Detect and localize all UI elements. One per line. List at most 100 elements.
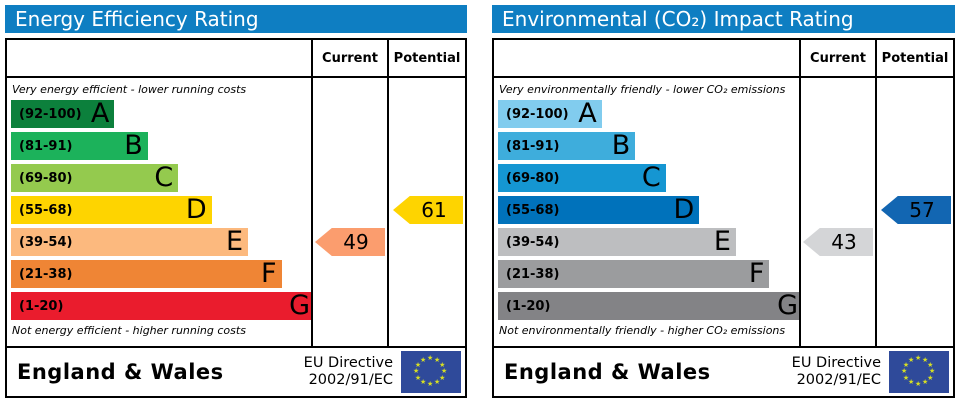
eu-flag-star: ★ (414, 373, 422, 382)
band-range-label: (21-38) (19, 266, 73, 282)
band-range-label: (39-54) (19, 234, 73, 250)
rating-table: Current Potential Very environmentally f… (492, 38, 955, 398)
eu-flag-star: ★ (908, 355, 915, 364)
eu-flag-star: ★ (427, 380, 434, 388)
rating-band-f: (21-38) F (11, 260, 282, 288)
band-chart-area: Very environmentally friendly - lower CO… (494, 78, 799, 346)
band-letter-label: A (578, 98, 597, 129)
eu-flag-star: ★ (439, 373, 446, 382)
current-value-column: 43 (799, 78, 875, 346)
band-letter-label: G (289, 290, 310, 321)
band-range-label: (81-91) (506, 138, 560, 154)
band-letter-label: C (154, 162, 174, 193)
potential-value-column: 61 (387, 78, 465, 346)
eu-directive-line2: 2002/91/EC (308, 372, 393, 388)
band-range-label: (55-68) (19, 202, 73, 218)
potential-rating-arrow: 57 (881, 196, 951, 224)
footer-row: England & Wales EU Directive 2002/91/EC … (494, 346, 953, 396)
eu-flag-star: ★ (414, 360, 422, 369)
band-letter-label: E (226, 226, 244, 257)
band-letter-label: E (713, 226, 731, 257)
current-rating-arrow: 49 (315, 228, 385, 256)
rating-band-g: (1-20) G (498, 292, 799, 320)
eu-flag-star: ★ (420, 378, 427, 387)
band-range-label: (1-20) (19, 298, 64, 314)
rating-band-b: (81-91) B (11, 132, 148, 160)
current-rating-arrow: 43 (803, 228, 873, 256)
eu-flag-star: ★ (434, 378, 441, 387)
band-range-label: (1-20) (506, 298, 551, 314)
energy-efficiency-panel: Energy Efficiency Rating Current Potenti… (5, 5, 467, 398)
current-value-column: 49 (311, 78, 387, 346)
eu-flag-star: ★ (927, 373, 934, 382)
panel-title: Environmental (CO₂) Impact Rating (492, 5, 955, 33)
eu-flag-icon: ★ ★ ★ ★ ★ ★ ★ ★ ★ ★ ★ ★ (889, 351, 949, 393)
band-letter-label: G (777, 290, 798, 321)
top-caption: Very energy efficient - lower running co… (12, 82, 247, 96)
rating-band-f: (21-38) F (498, 260, 770, 288)
band-range-label: (92-100) (19, 106, 82, 122)
band-list: (92-100) A (81-91) B (69-80) C (55-68) D (39-54)… (494, 100, 799, 320)
current-column-header: Current (799, 40, 875, 76)
band-letter-label: B (124, 130, 143, 161)
eu-flag-star: ★ (927, 360, 934, 369)
band-chart-area: Very energy efficient - lower running co… (7, 78, 311, 346)
band-list: (92-100) A (81-91) B (69-80) C (55-68) D (39-54)… (7, 100, 311, 320)
rating-band-e: (39-54) E (11, 226, 249, 257)
band-letter-label: C (641, 162, 661, 193)
band-range-label: (39-54) (506, 234, 560, 250)
eu-flag-star: ★ (427, 354, 434, 362)
eu-flag-star: ★ (902, 373, 910, 382)
eu-directive-label: EU Directive 2002/91/EC (304, 355, 393, 390)
eu-flag-star: ★ (902, 360, 910, 369)
eu-directive-line1: EU Directive (791, 354, 881, 371)
top-caption: Very environmentally friendly - lower CO… (499, 82, 786, 96)
current-column-header: Current (311, 40, 387, 76)
band-letter-label: D (185, 194, 207, 225)
eu-flag-star: ★ (922, 378, 929, 387)
eu-flag-star: ★ (441, 367, 448, 375)
band-letter-label: B (611, 130, 631, 161)
band-range-label: (92-100) (506, 106, 569, 122)
rating-band-g: (1-20) G (11, 292, 311, 320)
rating-band-d: (55-68) D (11, 196, 212, 224)
environmental-impact-panel: Environmental (CO₂) Impact Rating Curren… (492, 5, 955, 398)
band-range-label: (69-80) (19, 170, 73, 186)
eu-flag-star: ★ (915, 380, 922, 388)
rating-band-a: (92-100) A (11, 98, 115, 129)
eu-flag-star: ★ (420, 355, 427, 364)
rating-band-e: (39-54) E (498, 228, 736, 256)
band-letter-label: A (90, 98, 110, 129)
chart-body: Very energy efficient - lower running co… (7, 78, 465, 346)
band-letter-label: F (261, 258, 277, 289)
eu-flag-star: ★ (915, 354, 922, 362)
band-range-label: (69-80) (506, 170, 560, 186)
eu-flag-star: ★ (434, 355, 441, 364)
eu-flag-icon: ★ ★ ★ ★ ★ ★ ★ ★ ★ ★ ★ ★ (401, 351, 461, 393)
column-header-row: Current Potential (494, 40, 953, 78)
potential-column-header: Potential (387, 40, 465, 76)
rating-table: Current Potential Very energy efficient … (5, 38, 467, 398)
footer-row: England & Wales EU Directive 2002/91/EC … (7, 346, 465, 396)
bottom-caption: Not energy efficient - higher running co… (12, 324, 246, 337)
potential-value-column: 57 (875, 78, 953, 346)
region-label: England & Wales (504, 360, 711, 384)
eu-directive-label: EU Directive 2002/91/EC (792, 355, 881, 390)
rating-band-a: (92-100) A (498, 100, 602, 128)
panel-title: Energy Efficiency Rating (5, 5, 467, 33)
chart-header-spacer (494, 40, 799, 76)
potential-rating-arrow: 61 (393, 196, 463, 224)
eu-flag-star: ★ (413, 367, 420, 375)
eu-directive-line2: 2002/91/EC (796, 372, 881, 388)
rating-band-d: (55-68) D (498, 194, 700, 225)
bottom-caption: Not environmentally friendly - higher CO… (499, 324, 786, 337)
chart-header-spacer (7, 40, 311, 76)
rating-band-c: (69-80) C (11, 162, 179, 193)
eu-directive-line1: EU Directive (303, 354, 393, 371)
potential-column-header: Potential (875, 40, 953, 76)
rating-band-c: (69-80) C (498, 164, 666, 192)
band-letter-label: D (673, 194, 695, 225)
column-header-row: Current Potential (7, 40, 465, 78)
eu-flag-star: ★ (922, 355, 929, 364)
